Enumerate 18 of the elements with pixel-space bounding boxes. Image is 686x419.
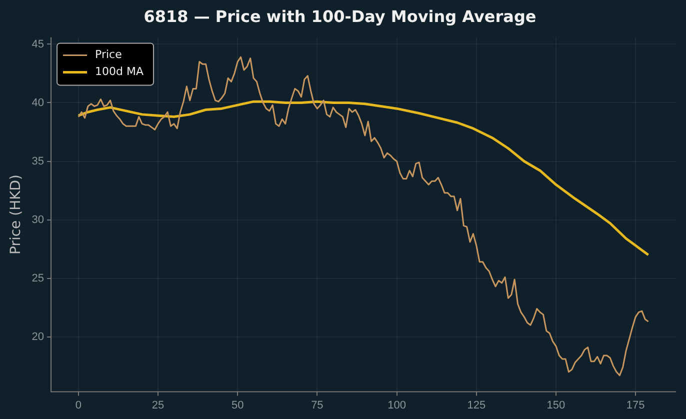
x-tick-label: 0 xyxy=(75,399,82,412)
y-tick-label: 45 xyxy=(32,38,44,50)
x-tick-label: 125 xyxy=(467,399,486,412)
y-tick-label: 30 xyxy=(32,214,44,226)
y-tick-label: 20 xyxy=(32,330,44,343)
x-tick-label: 75 xyxy=(311,399,324,412)
y-tick-label: 25 xyxy=(32,272,44,284)
y-tick-label: 40 xyxy=(32,96,44,109)
chart-title: 6818 — Price with 100-Day Moving Average xyxy=(144,6,536,26)
legend-label: 100d MA xyxy=(95,65,144,78)
x-tick-label: 150 xyxy=(546,399,566,412)
y-axis-title: Price (HKD) xyxy=(8,174,24,255)
x-tick-label: 50 xyxy=(231,399,244,412)
x-tick-label: 100 xyxy=(388,399,406,412)
x-tick-label: 25 xyxy=(152,399,164,412)
y-tick-label: 35 xyxy=(32,155,44,168)
x-tick-label: 175 xyxy=(626,399,645,412)
legend-label: Price xyxy=(95,48,122,62)
